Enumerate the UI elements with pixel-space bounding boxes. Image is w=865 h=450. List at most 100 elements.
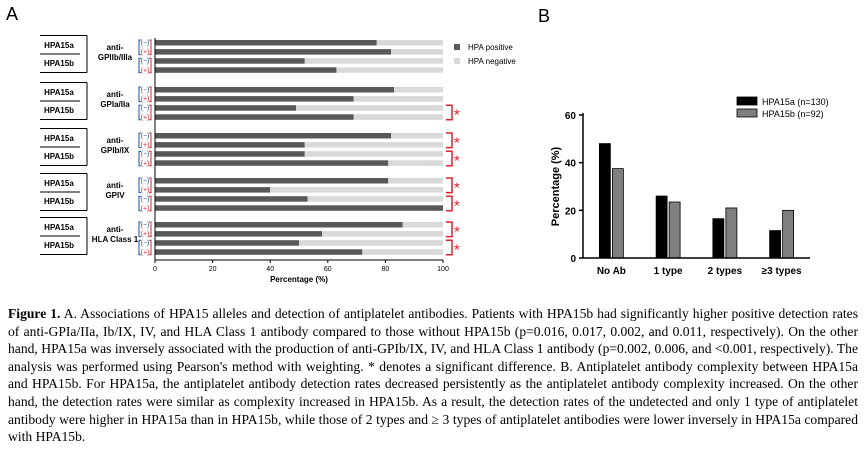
- caption-label: Figure 1.: [8, 306, 61, 321]
- bar-negative: [299, 240, 443, 246]
- significance-star: *: [454, 107, 460, 124]
- bar-negative: [391, 49, 443, 55]
- antibody-label: anti-: [107, 43, 124, 52]
- bar-positive: [155, 96, 354, 102]
- bar-positive: [155, 67, 337, 73]
- bar-positive: [155, 178, 389, 184]
- bar-negative: [402, 222, 443, 228]
- sign-bracket: [138, 57, 141, 74]
- legend-label: HPA negative: [468, 57, 516, 66]
- antibody-label: GPIIb/IIIa: [98, 53, 133, 62]
- x-category-label: 2 types: [708, 266, 743, 277]
- bar-positive: [155, 249, 363, 255]
- bar-negative: [394, 87, 443, 93]
- sign-bracket: [149, 221, 152, 238]
- chart-b: No Ab 1 type 2 types ≥3 types 0 20 40 60 Percent…: [550, 96, 829, 277]
- bar-negative: [362, 249, 443, 255]
- bar-hpa15a: [712, 218, 725, 259]
- sign-label: (+): [141, 249, 150, 256]
- bar-positive: [155, 105, 297, 111]
- bar-positive: [155, 49, 392, 55]
- x-tick-label: 40: [266, 266, 274, 273]
- bar-positive: [155, 160, 389, 166]
- sign-label: (−): [141, 178, 150, 185]
- bar-negative: [304, 151, 443, 157]
- allele-label: HPA15a: [44, 223, 74, 232]
- significance-bracket: [446, 239, 453, 256]
- chart-a: HPA15aHPA15banti-GPIIb/IIIa(−)(+)(−)(+)H…: [40, 35, 516, 284]
- y-axis-title: Percentage (%): [550, 146, 562, 226]
- allele-label: HPA15b: [44, 197, 74, 206]
- bar-positive: [155, 151, 305, 157]
- antibody-label: anti-: [107, 225, 124, 234]
- sign-bracket: [149, 132, 152, 149]
- antibody-label: GPIb/IX: [101, 146, 130, 155]
- bar-negative: [304, 58, 443, 64]
- bar-negative: [376, 40, 443, 46]
- sign-bracket: [149, 39, 152, 56]
- x-tick-label: 80: [382, 266, 390, 273]
- sign-bracket: [138, 177, 141, 194]
- allele-label: HPA15a: [44, 41, 74, 50]
- sign-label: (+): [141, 96, 150, 103]
- sign-bracket: [149, 86, 152, 103]
- significance-bracket: [446, 221, 453, 238]
- significance-star: *: [454, 198, 460, 215]
- legend-swatch-positive: [454, 44, 460, 50]
- sign-label: (+): [141, 187, 150, 194]
- legend-label: HPA15b (n=92): [762, 109, 824, 119]
- sign-label: (−): [141, 151, 150, 158]
- bar-negative: [322, 231, 443, 237]
- allele-label: HPA15b: [44, 152, 74, 161]
- panel-label-b: B: [538, 6, 550, 26]
- significance-star: *: [454, 179, 460, 196]
- y-tick-label: 0: [570, 254, 576, 265]
- sign-label: (+): [141, 231, 150, 238]
- bar-positive: [155, 196, 308, 202]
- sign-bracket: [149, 104, 152, 121]
- bar-negative: [388, 160, 443, 166]
- allele-label: HPA15b: [44, 106, 74, 115]
- bar-hpa15a: [598, 143, 611, 259]
- bar-hpa15b: [782, 209, 795, 259]
- bar-negative: [353, 96, 443, 102]
- x-category-label: 1 type: [654, 266, 683, 277]
- significance-bracket: [446, 150, 453, 167]
- bar-positive: [155, 133, 392, 139]
- sign-bracket: [138, 150, 141, 167]
- significance-star: *: [454, 134, 460, 151]
- antibody-label: HLA Class 1: [92, 235, 139, 244]
- sign-label: (−): [141, 58, 150, 65]
- sign-bracket: [138, 195, 141, 212]
- legend-swatch: [736, 108, 758, 118]
- sign-label: (−): [141, 196, 150, 203]
- antibody-label: anti-: [107, 136, 124, 145]
- x-tick-label: 60: [324, 266, 332, 273]
- bar-negative: [353, 114, 443, 120]
- sign-bracket: [138, 39, 141, 56]
- sign-bracket: [138, 86, 141, 103]
- allele-label: HPA15b: [44, 59, 74, 68]
- sign-label: (−): [141, 40, 150, 47]
- significance-bracket: [446, 104, 453, 121]
- allele-label: HPA15a: [44, 179, 74, 188]
- allele-label: HPA15a: [44, 134, 74, 143]
- sign-bracket: [149, 57, 152, 74]
- bar-negative: [270, 187, 443, 193]
- antibody-label: GPIV: [105, 191, 125, 200]
- bar-positive: [155, 187, 271, 193]
- significance-star: *: [454, 242, 460, 259]
- y-tick-label: 40: [565, 159, 577, 170]
- sign-label: (−): [141, 222, 150, 229]
- significance-bracket: [446, 177, 453, 194]
- x-category-label: No Ab: [597, 266, 626, 277]
- sign-label: (+): [141, 67, 150, 74]
- allele-label: HPA15a: [44, 88, 74, 97]
- bar-positive: [155, 205, 443, 211]
- significance-bracket: [446, 195, 453, 212]
- bar-positive: [155, 240, 299, 246]
- bar-negative: [304, 142, 443, 148]
- figure-caption: Figure 1. A. Associations of HPA15 allel…: [8, 305, 858, 446]
- significance-star: *: [454, 223, 460, 240]
- antibody-label: anti-: [107, 90, 124, 99]
